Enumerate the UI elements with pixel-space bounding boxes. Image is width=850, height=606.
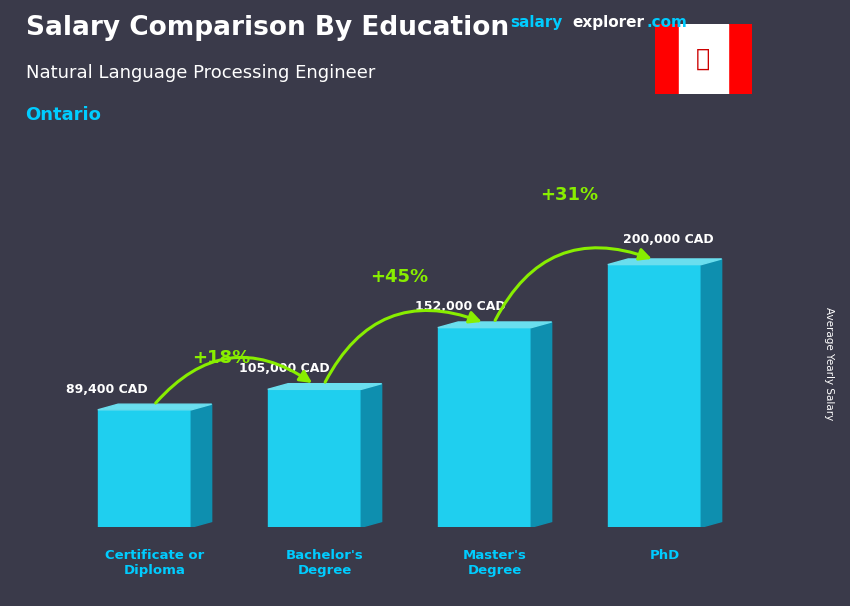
Text: Certificate or
Diploma: Certificate or Diploma	[105, 549, 204, 578]
Text: +18%: +18%	[192, 349, 250, 367]
Text: 152,000 CAD: 152,000 CAD	[416, 301, 506, 313]
Polygon shape	[98, 404, 212, 410]
Polygon shape	[608, 259, 722, 265]
Text: Master's
Degree: Master's Degree	[462, 549, 527, 578]
Text: Average Yearly Salary: Average Yearly Salary	[824, 307, 834, 420]
Polygon shape	[268, 389, 361, 527]
Text: Natural Language Processing Engineer: Natural Language Processing Engineer	[26, 64, 375, 82]
Text: 200,000 CAD: 200,000 CAD	[623, 233, 713, 245]
Text: Bachelor's
Degree: Bachelor's Degree	[286, 549, 364, 578]
Text: salary: salary	[510, 15, 563, 30]
Text: +31%: +31%	[541, 186, 598, 204]
Polygon shape	[268, 384, 382, 389]
Polygon shape	[654, 24, 679, 94]
Text: 🍁: 🍁	[696, 47, 711, 71]
Text: explorer: explorer	[572, 15, 644, 30]
Polygon shape	[728, 24, 752, 94]
Polygon shape	[361, 384, 382, 527]
Polygon shape	[531, 322, 552, 527]
Text: 105,000 CAD: 105,000 CAD	[239, 362, 329, 375]
Polygon shape	[608, 265, 701, 527]
Polygon shape	[191, 404, 212, 527]
Polygon shape	[98, 410, 191, 527]
Text: Salary Comparison By Education: Salary Comparison By Education	[26, 15, 508, 41]
Text: 89,400 CAD: 89,400 CAD	[66, 382, 148, 396]
Polygon shape	[438, 328, 531, 527]
Text: PhD: PhD	[649, 549, 680, 562]
Text: +45%: +45%	[371, 268, 428, 286]
Text: Ontario: Ontario	[26, 106, 101, 124]
Polygon shape	[438, 322, 552, 328]
Polygon shape	[701, 259, 722, 527]
Polygon shape	[679, 24, 728, 94]
Text: .com: .com	[647, 15, 688, 30]
